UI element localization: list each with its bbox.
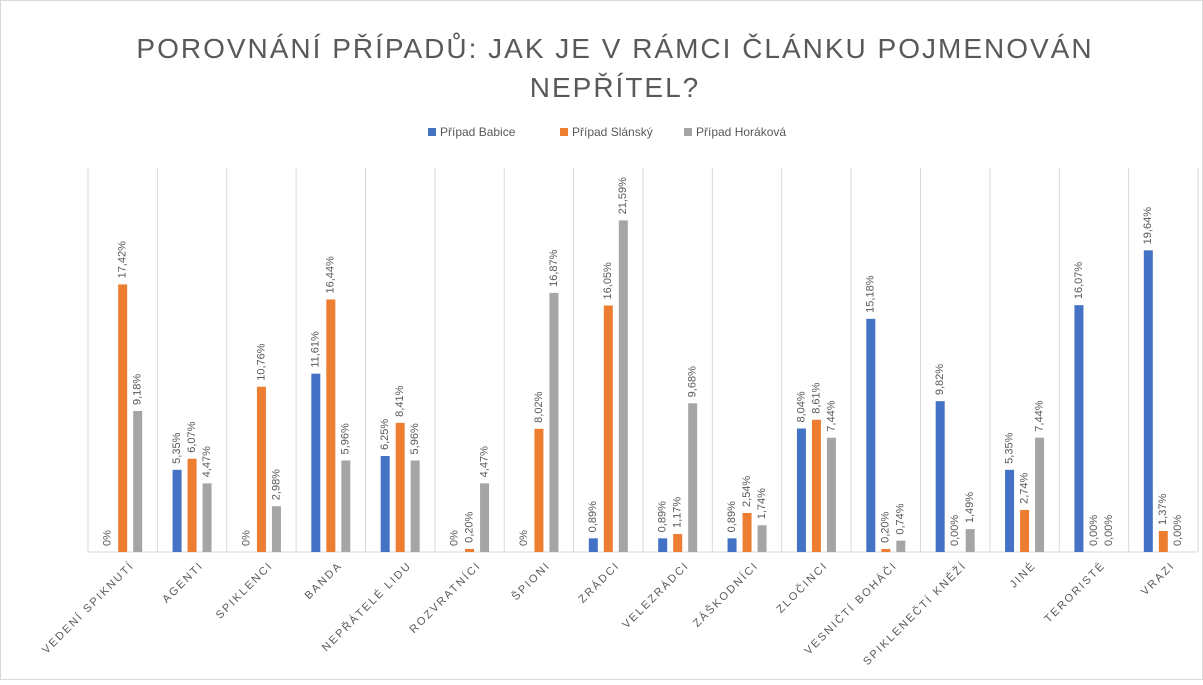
- value-label: 16,07%: [1073, 262, 1085, 300]
- value-label: 0%: [240, 530, 252, 546]
- bar: [341, 460, 351, 552]
- bar: [811, 419, 821, 552]
- bar: [534, 428, 544, 552]
- value-label: 9,68%: [687, 366, 699, 397]
- bar: [826, 437, 836, 552]
- bar: [187, 458, 197, 552]
- value-label: 0,00%: [949, 515, 961, 546]
- value-label: 1,49%: [964, 492, 976, 523]
- legend-label: Případ Horáková: [696, 125, 786, 139]
- value-label: 0,00%: [1172, 515, 1184, 546]
- bar: [935, 401, 945, 552]
- value-label: 15,18%: [865, 275, 877, 313]
- value-label: 0,89%: [657, 501, 669, 532]
- bar: [256, 386, 266, 552]
- value-label: 8,61%: [810, 382, 822, 413]
- bar: [202, 483, 212, 552]
- value-label: 4,47%: [478, 446, 490, 477]
- value-label: 2,54%: [741, 476, 753, 507]
- bar: [1158, 530, 1168, 552]
- bar: [866, 318, 876, 552]
- value-label: 0%: [102, 530, 114, 546]
- bar: [673, 534, 683, 552]
- value-label: 0,74%: [895, 503, 907, 534]
- bar: [618, 220, 628, 552]
- value-label: 7,44%: [1033, 400, 1045, 431]
- value-label: 1,74%: [756, 488, 768, 519]
- bar: [658, 538, 668, 552]
- value-label: 2,74%: [1018, 473, 1030, 504]
- bar: [172, 469, 182, 552]
- bar: [1020, 509, 1030, 552]
- value-label: 21,59%: [617, 177, 629, 215]
- value-label: 0,20%: [463, 512, 475, 543]
- bar: [881, 548, 891, 552]
- bar: [796, 428, 806, 552]
- bar: [326, 299, 336, 552]
- bar: [742, 512, 752, 552]
- value-label: 17,42%: [117, 241, 129, 279]
- bar: [549, 292, 559, 552]
- bar: [896, 540, 906, 552]
- value-label: 9,82%: [934, 364, 946, 395]
- bar: [688, 403, 698, 552]
- bar: [1143, 250, 1153, 553]
- bar: [118, 284, 128, 552]
- value-label: 9,18%: [132, 374, 144, 405]
- value-label: 16,44%: [325, 256, 337, 294]
- value-label: 11,61%: [310, 331, 322, 368]
- bar: [965, 529, 975, 552]
- bar: [410, 460, 420, 552]
- value-label: 10,76%: [255, 343, 267, 381]
- value-label: 0,00%: [1088, 515, 1100, 546]
- value-label: 16,87%: [548, 249, 560, 287]
- bar: [271, 506, 281, 552]
- bar: [133, 410, 143, 552]
- legend-swatch: [428, 128, 436, 136]
- chart-title: POROVNÁNÍ PŘÍPADŮ: JAK JE V RÁMCI ČLÁNKU…: [136, 32, 1093, 64]
- value-label: 4,47%: [201, 446, 213, 477]
- value-label: 5,96%: [340, 423, 352, 454]
- value-label: 0,00%: [1103, 515, 1115, 546]
- legend-swatch: [684, 128, 692, 136]
- legend-label: Případ Slánský: [572, 125, 653, 139]
- bar: [395, 422, 405, 552]
- bar: [311, 373, 321, 552]
- value-label: 5,35%: [171, 432, 183, 463]
- value-label: 8,04%: [795, 391, 807, 422]
- bar: [757, 525, 767, 552]
- value-label: 6,07%: [186, 421, 198, 452]
- bar: [1035, 437, 1045, 552]
- value-label: 0,20%: [880, 512, 892, 543]
- value-label: 8,02%: [533, 391, 545, 422]
- value-label: 7,44%: [825, 400, 837, 431]
- value-label: 19,64%: [1142, 207, 1154, 245]
- value-label: 2,98%: [270, 469, 282, 500]
- bar: [603, 305, 613, 552]
- bar: [465, 548, 475, 552]
- value-label: 8,41%: [394, 385, 406, 416]
- value-label: 5,35%: [1003, 432, 1015, 463]
- value-label: 1,37%: [1157, 494, 1169, 525]
- bar: [1074, 305, 1084, 552]
- value-label: 5,96%: [409, 423, 421, 454]
- value-label: 0%: [448, 530, 460, 546]
- value-label: 16,05%: [602, 262, 614, 300]
- legend-swatch: [560, 128, 568, 136]
- bar: [727, 538, 737, 552]
- value-label: 0,89%: [726, 501, 738, 532]
- legend-label: Případ Babice: [440, 125, 516, 139]
- value-label: 6,25%: [379, 419, 391, 450]
- bar: [380, 456, 390, 552]
- value-label: 0%: [518, 530, 530, 546]
- value-label: 0,89%: [587, 501, 599, 532]
- bar: [588, 538, 598, 552]
- bar: [1005, 469, 1015, 552]
- value-label: 1,17%: [672, 497, 684, 528]
- bar: [480, 483, 490, 552]
- chart-title: NEPŘÍTEL?: [530, 72, 701, 103]
